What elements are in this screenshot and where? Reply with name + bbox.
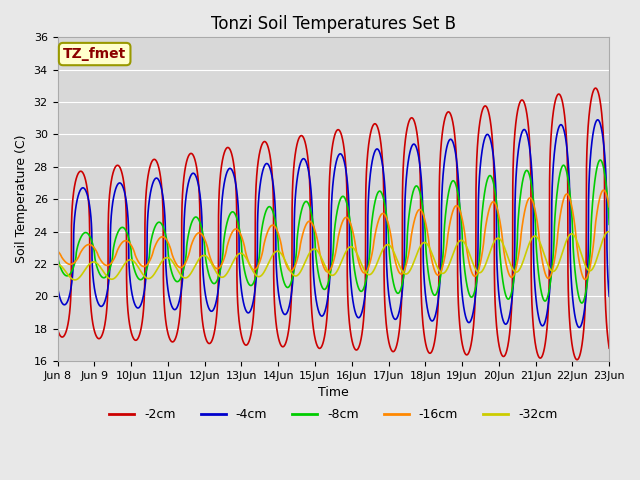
Title: Tonzi Soil Temperatures Set B: Tonzi Soil Temperatures Set B — [211, 15, 456, 33]
Text: TZ_fmet: TZ_fmet — [63, 47, 126, 61]
Y-axis label: Soil Temperature (C): Soil Temperature (C) — [15, 135, 28, 264]
Legend: -2cm, -4cm, -8cm, -16cm, -32cm: -2cm, -4cm, -8cm, -16cm, -32cm — [104, 403, 563, 426]
X-axis label: Time: Time — [318, 386, 349, 399]
